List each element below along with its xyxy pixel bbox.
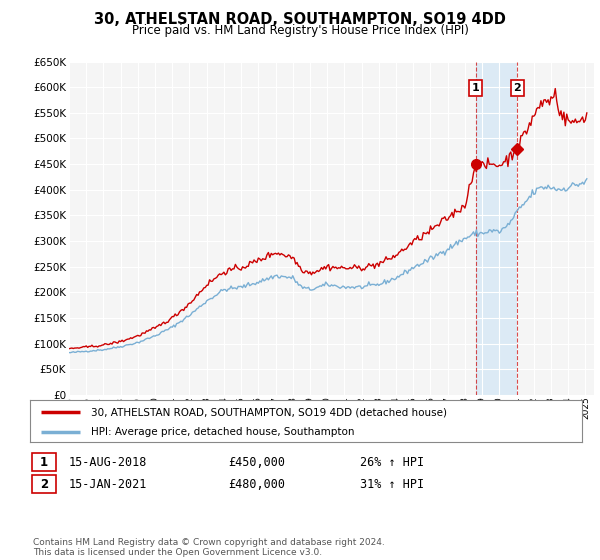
Text: 15-AUG-2018: 15-AUG-2018 bbox=[69, 455, 148, 469]
Text: HPI: Average price, detached house, Southampton: HPI: Average price, detached house, Sout… bbox=[91, 427, 354, 437]
Text: 2: 2 bbox=[514, 83, 521, 94]
Text: 30, ATHELSTAN ROAD, SOUTHAMPTON, SO19 4DD (detached house): 30, ATHELSTAN ROAD, SOUTHAMPTON, SO19 4D… bbox=[91, 407, 447, 417]
Text: Price paid vs. HM Land Registry's House Price Index (HPI): Price paid vs. HM Land Registry's House … bbox=[131, 24, 469, 36]
Text: 15-JAN-2021: 15-JAN-2021 bbox=[69, 478, 148, 491]
Text: £480,000: £480,000 bbox=[228, 478, 285, 491]
Text: 31% ↑ HPI: 31% ↑ HPI bbox=[360, 478, 424, 491]
Bar bbox=[476, 62, 517, 395]
Text: 1: 1 bbox=[40, 455, 48, 469]
Text: Contains HM Land Registry data © Crown copyright and database right 2024.
This d: Contains HM Land Registry data © Crown c… bbox=[33, 538, 385, 557]
Text: 26% ↑ HPI: 26% ↑ HPI bbox=[360, 455, 424, 469]
Text: 1: 1 bbox=[472, 83, 479, 94]
Text: 2: 2 bbox=[40, 478, 48, 491]
Text: 30, ATHELSTAN ROAD, SOUTHAMPTON, SO19 4DD: 30, ATHELSTAN ROAD, SOUTHAMPTON, SO19 4D… bbox=[94, 12, 506, 27]
Text: £450,000: £450,000 bbox=[228, 455, 285, 469]
